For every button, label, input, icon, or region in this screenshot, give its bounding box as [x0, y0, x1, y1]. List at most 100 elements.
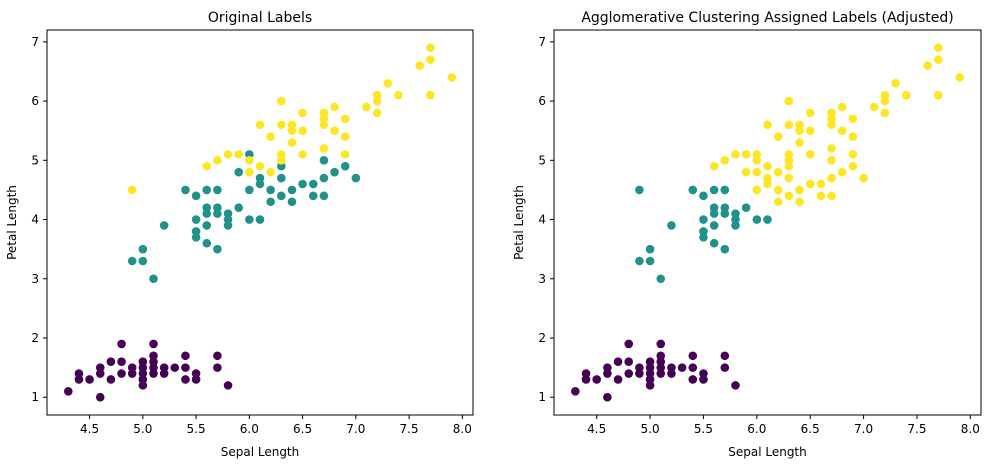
- y-tick-label: 1: [538, 390, 546, 404]
- data-point: [138, 244, 148, 254]
- data-point: [805, 150, 815, 159]
- data-point: [923, 61, 932, 70]
- data-point: [827, 191, 836, 201]
- data-point: [709, 238, 719, 248]
- data-point: [699, 215, 708, 224]
- data-point: [138, 363, 148, 372]
- data-point: [213, 351, 222, 361]
- data-point: [319, 144, 329, 153]
- data-point: [149, 351, 158, 361]
- data-point: [138, 369, 148, 378]
- y-axis-label: Petal Length: [5, 185, 19, 260]
- data-point: [827, 108, 836, 118]
- data-point: [720, 203, 730, 212]
- data-point: [731, 221, 740, 230]
- data-point: [805, 179, 815, 189]
- data-point: [202, 203, 212, 212]
- data-point: [656, 357, 666, 366]
- data-point: [213, 156, 222, 165]
- x-tick-label: 4.5: [587, 422, 606, 436]
- data-point: [656, 339, 666, 349]
- data-point: [117, 339, 126, 349]
- data-point: [720, 185, 730, 195]
- data-point: [624, 357, 634, 366]
- data-point: [645, 375, 655, 384]
- x-tick-label: 5.0: [133, 422, 152, 436]
- data-point: [645, 357, 655, 366]
- data-point: [773, 197, 783, 207]
- data-point: [340, 150, 350, 159]
- data-point: [667, 363, 676, 372]
- data-point: [181, 363, 190, 372]
- data-point: [720, 363, 730, 372]
- data-point: [816, 179, 826, 189]
- data-point: [394, 90, 403, 100]
- x-tick-label: 5.0: [641, 422, 660, 436]
- x-axis-label: Sepal Length: [728, 445, 807, 459]
- y-tick-label: 6: [31, 94, 39, 108]
- data-point: [298, 179, 307, 189]
- data-point: [287, 197, 297, 207]
- x-axis-label: Sepal Length: [221, 445, 300, 459]
- x-tick-label: 6.0: [240, 422, 259, 436]
- data-point: [848, 114, 858, 124]
- data-point: [645, 256, 655, 266]
- data-point: [731, 381, 740, 390]
- y-tick-label: 7: [538, 35, 546, 49]
- data-point: [816, 191, 826, 201]
- data-point: [255, 179, 265, 189]
- data-point: [202, 209, 212, 218]
- x-tick-label: 6.5: [293, 422, 312, 436]
- data-point: [656, 363, 666, 372]
- data-point: [624, 339, 634, 349]
- data-point: [95, 392, 105, 402]
- data-point: [667, 221, 676, 230]
- data-point: [319, 108, 329, 118]
- data-point: [752, 185, 762, 195]
- data-point: [709, 203, 719, 212]
- data-point: [277, 156, 286, 165]
- data-point: [656, 274, 666, 284]
- data-point: [688, 351, 698, 361]
- data-point: [277, 173, 286, 183]
- data-point: [223, 215, 233, 224]
- y-tick-label: 5: [31, 153, 39, 167]
- data-point: [773, 185, 783, 195]
- data-point: [656, 369, 666, 378]
- data-point: [181, 351, 190, 361]
- data-point: [955, 73, 964, 82]
- data-point: [709, 185, 719, 195]
- data-point: [795, 138, 804, 147]
- data-point: [795, 185, 804, 195]
- data-point: [645, 244, 655, 254]
- data-point: [827, 156, 836, 165]
- data-point: [213, 244, 222, 254]
- y-tick-label: 2: [538, 331, 546, 345]
- data-point: [308, 191, 318, 201]
- data-point: [213, 363, 222, 372]
- y-tick-label: 4: [31, 213, 39, 227]
- data-point: [784, 161, 794, 171]
- chart-title: Original Labels: [208, 10, 312, 26]
- data-point: [287, 185, 297, 195]
- data-point: [202, 221, 212, 230]
- data-point: [255, 215, 265, 224]
- data-point: [64, 387, 73, 396]
- data-point: [181, 375, 190, 384]
- data-point: [319, 156, 329, 165]
- data-point: [763, 120, 772, 130]
- data-point: [372, 90, 382, 100]
- data-point: [731, 209, 740, 218]
- data-point: [837, 126, 847, 135]
- data-point: [805, 126, 815, 135]
- data-point: [763, 173, 772, 183]
- data-point: [298, 108, 307, 118]
- data-point: [340, 161, 350, 171]
- data-point: [255, 120, 265, 130]
- data-point: [656, 351, 666, 361]
- data-point: [752, 150, 762, 159]
- data-point: [74, 375, 84, 384]
- data-point: [773, 132, 783, 141]
- data-point: [127, 363, 137, 372]
- data-point: [117, 369, 126, 378]
